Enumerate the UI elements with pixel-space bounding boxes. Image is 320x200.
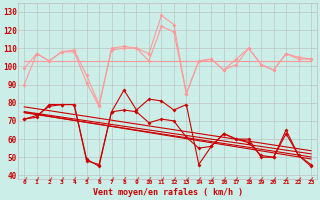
Text: ↓: ↓ — [245, 176, 252, 183]
Text: ↓: ↓ — [270, 176, 277, 183]
Text: ↓: ↓ — [233, 176, 239, 183]
Text: ↓: ↓ — [96, 176, 102, 183]
Text: ↓: ↓ — [295, 176, 302, 183]
Text: ↓: ↓ — [133, 176, 140, 183]
Text: ↓: ↓ — [196, 176, 202, 183]
Text: ↓: ↓ — [308, 176, 314, 183]
Text: ↓: ↓ — [121, 176, 127, 183]
Text: ↓: ↓ — [59, 176, 65, 183]
Text: ↓: ↓ — [108, 176, 115, 183]
Text: ↓: ↓ — [158, 176, 165, 183]
Text: ↓: ↓ — [171, 176, 177, 183]
Text: ↓: ↓ — [46, 176, 52, 183]
Text: ↓: ↓ — [183, 176, 189, 183]
Text: ↓: ↓ — [258, 176, 264, 183]
Text: ↓: ↓ — [283, 176, 289, 183]
Text: ↓: ↓ — [83, 176, 90, 183]
Text: ↓: ↓ — [146, 176, 152, 183]
Text: ↓: ↓ — [34, 176, 40, 183]
Text: ↓: ↓ — [21, 176, 28, 183]
Text: ↓: ↓ — [220, 176, 227, 183]
X-axis label: Vent moyen/en rafales ( km/h ): Vent moyen/en rafales ( km/h ) — [92, 188, 243, 197]
Text: ↓: ↓ — [208, 176, 214, 183]
Text: ↓: ↓ — [71, 176, 77, 183]
